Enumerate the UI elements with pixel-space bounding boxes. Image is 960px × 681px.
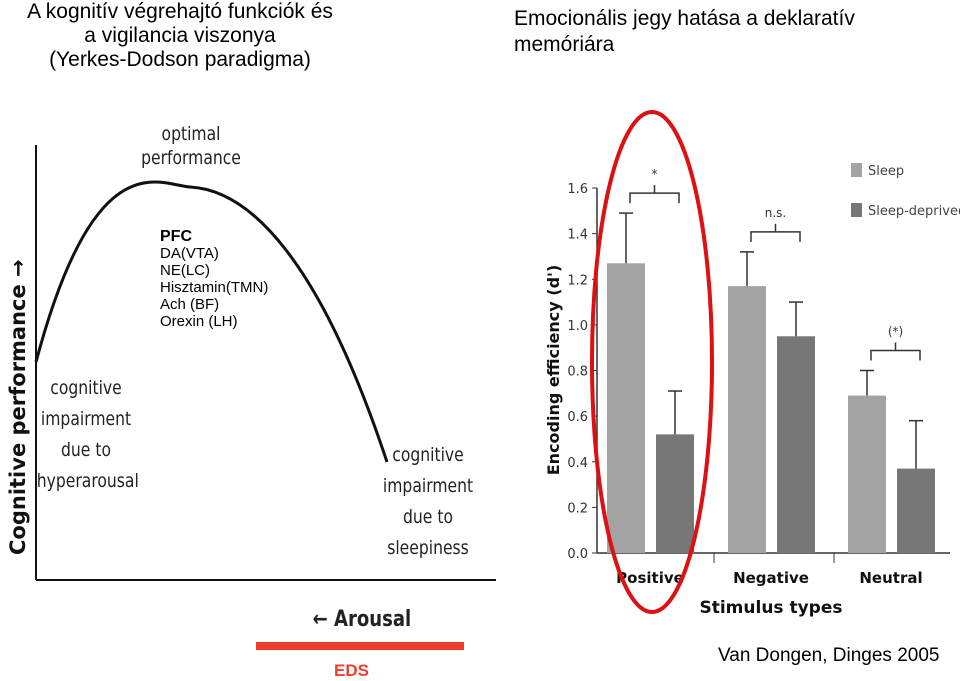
bar-neutral-sleep-deprived: [897, 468, 935, 553]
y-tick-label: 1.0: [567, 319, 588, 334]
y-tick-label: 0.6: [567, 410, 588, 425]
bar-negative-sleep-deprived: [777, 336, 815, 553]
inverted-u-curve: [34, 180, 389, 463]
hyperarousal-label: cognitive impairment due to hyperarousal: [36, 377, 139, 492]
y-tick-label: 0.8: [567, 365, 588, 380]
significance-bracket: [870, 349, 921, 361]
pfc-item: NE(LC): [160, 262, 211, 279]
pfc-item: DA(VTA): [160, 245, 219, 262]
significance-bracket: [750, 231, 801, 242]
bar-positive-sleep: [607, 263, 645, 553]
bar-positive-sleep-deprived: [656, 434, 694, 553]
bar-x-axis-label: Stimulus types: [699, 598, 842, 618]
pfc-item: Ach (BF): [160, 296, 220, 313]
y-tick-label: 1.6: [567, 182, 588, 197]
legend-label: Sleep: [868, 164, 904, 179]
left-title-line-3: (Yerkes-Dodson paradigma): [49, 48, 311, 71]
eds-bar: [256, 642, 464, 650]
bar-neutral-sleep: [848, 395, 886, 553]
significance-label: (*): [888, 325, 903, 339]
x-category-label: Positive: [616, 569, 684, 587]
significance-bracket: [629, 192, 680, 204]
x-category-label: Negative: [733, 569, 809, 587]
pfc-item: Hisztamin(TMN): [160, 279, 269, 296]
y-tick-label: 1.2: [567, 273, 588, 288]
y-tick-label: 0.0: [567, 547, 588, 562]
legend-swatch: [851, 203, 862, 217]
legend-label: Sleep-deprived: [868, 204, 960, 219]
y-tick-label: 0.2: [567, 501, 588, 516]
y-tick-label: 1.4: [567, 228, 588, 243]
pfc-heading: PFC: [160, 228, 192, 245]
significance-label: *: [652, 167, 658, 181]
pfc-box: PFC DA(VTA) NE(LC) Hisztamin(TMN) Ach (B…: [160, 228, 268, 330]
left-panel-title: A kognitív végrehajtó funkciók és a vigi…: [0, 0, 360, 72]
right-panel-title: Emocionális jegy hatása a deklaratív mem…: [514, 6, 954, 58]
eds-label: EDS: [334, 661, 369, 680]
bar-y-axis-label: Encoding efficiency (d'): [544, 265, 563, 476]
highlight-ellipse: [590, 110, 714, 614]
right-title-line-2: memóriára: [514, 33, 615, 56]
right-title-line-1: Emocionális jegy hatása a deklaratív: [514, 7, 855, 30]
significance-label: n.s.: [765, 206, 787, 220]
x-category-label: Neutral: [859, 569, 922, 587]
arousal-axis-label: ← Arousal: [312, 607, 412, 632]
citation: Van Dongen, Dinges 2005: [718, 645, 940, 666]
bar-negative-sleep: [728, 286, 766, 553]
optimal-performance-label: optimal performance: [141, 123, 241, 169]
left-title-line-1: A kognitív végrehajtó funkciók és: [27, 0, 333, 23]
legend-swatch: [851, 163, 862, 177]
pfc-item: Orexin (LH): [160, 313, 238, 330]
sleepiness-label: cognitive impairment due to sleepiness: [382, 444, 474, 559]
left-title-line-2: a vigilancia viszonya: [84, 24, 276, 47]
y-tick-label: 0.4: [567, 456, 588, 471]
